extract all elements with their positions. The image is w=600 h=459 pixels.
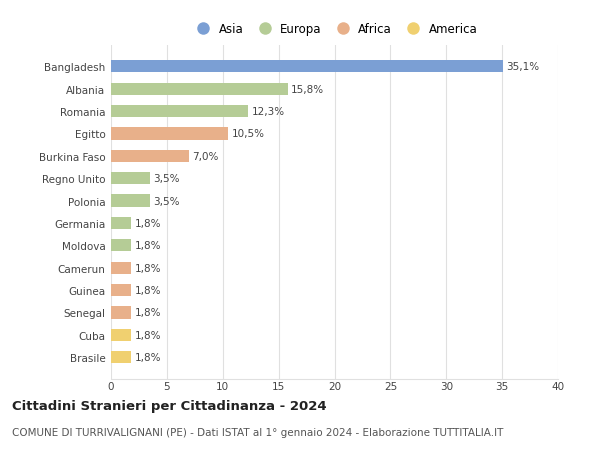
Bar [111,217,131,230]
Bar [111,128,229,140]
Text: Cittadini Stranieri per Cittadinanza - 2024: Cittadini Stranieri per Cittadinanza - 2… [12,399,326,412]
Text: 7,0%: 7,0% [193,151,219,162]
Bar [111,151,189,162]
Bar [111,262,131,274]
Legend: Asia, Europa, Africa, America: Asia, Europa, Africa, America [187,18,482,41]
Text: 1,8%: 1,8% [134,308,161,318]
Text: 3,5%: 3,5% [154,174,180,184]
Bar [111,106,248,118]
Bar [111,284,131,297]
Text: 10,5%: 10,5% [232,129,265,139]
Text: 1,8%: 1,8% [134,241,161,251]
Bar [111,173,150,185]
Text: 3,5%: 3,5% [154,196,180,206]
Text: 35,1%: 35,1% [506,62,540,72]
Bar [111,351,131,364]
Text: 1,8%: 1,8% [134,353,161,363]
Text: 12,3%: 12,3% [252,107,285,117]
Bar [111,84,287,95]
Bar [111,195,150,207]
Bar [111,61,503,73]
Bar [111,240,131,252]
Text: 1,8%: 1,8% [134,218,161,229]
Text: 15,8%: 15,8% [291,84,324,95]
Text: 1,8%: 1,8% [134,285,161,296]
Bar [111,329,131,341]
Text: 1,8%: 1,8% [134,263,161,273]
Text: 1,8%: 1,8% [134,330,161,340]
Bar [111,307,131,319]
Text: COMUNE DI TURRIVALIGNANI (PE) - Dati ISTAT al 1° gennaio 2024 - Elaborazione TUT: COMUNE DI TURRIVALIGNANI (PE) - Dati IST… [12,427,503,437]
